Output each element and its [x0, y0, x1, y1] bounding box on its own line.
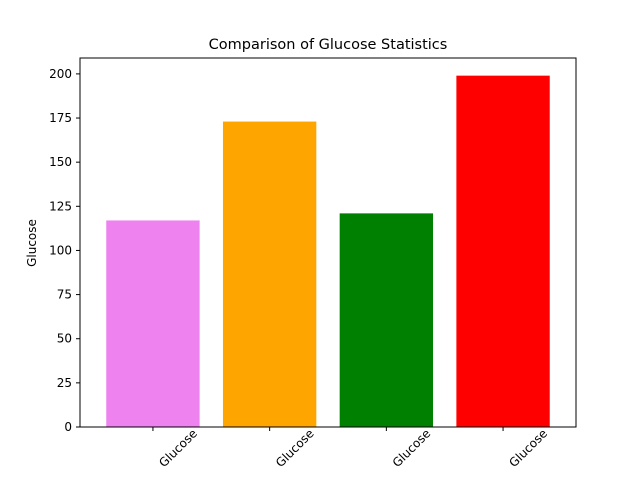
y-tick-label: 0 — [64, 420, 72, 434]
x-tick-label: Glucose — [390, 426, 434, 470]
axes-frame — [79, 57, 577, 428]
bar — [456, 75, 550, 427]
x-tick-label: Glucose — [273, 426, 317, 470]
y-tick-label: 75 — [57, 288, 72, 302]
y-tick-label: 100 — [49, 243, 72, 257]
y-axis-label: Glucose — [25, 219, 39, 267]
y-tick-label: 25 — [57, 376, 72, 390]
y-tick-label: 175 — [49, 111, 72, 125]
chart-title: Comparison of Glucose Statistics — [209, 37, 448, 53]
plot-area: 0 25 50 75 100 125 150 175 200 Glucose Glucose Gluc… — [49, 57, 577, 470]
y-tick-label: 200 — [49, 67, 72, 81]
x-tick-label: Glucose — [506, 426, 550, 470]
y-tick-label: 50 — [57, 332, 72, 346]
bar — [339, 213, 434, 427]
bar — [222, 121, 317, 427]
bar — [106, 220, 200, 427]
x-tick-label: Glucose — [156, 426, 200, 470]
y-tick-label: 125 — [49, 199, 72, 213]
y-tick-label: 150 — [49, 155, 72, 169]
